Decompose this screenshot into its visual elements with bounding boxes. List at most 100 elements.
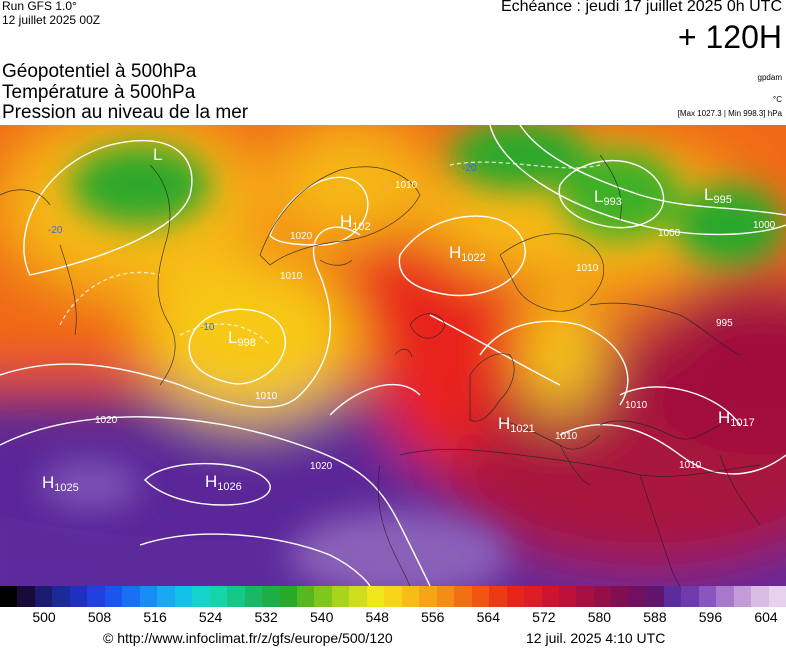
isobar-label: 995: [716, 318, 733, 329]
scale-swatch: [611, 586, 629, 607]
high-1026: H1026: [205, 472, 242, 493]
isobar-label: 1010: [625, 400, 648, 411]
high-1022: H1022: [449, 243, 486, 264]
scale-tick-label: 556: [421, 609, 445, 625]
scale-swatch: [628, 586, 647, 607]
scale-tick-label: 516: [143, 609, 167, 625]
scale-swatch: [593, 586, 612, 607]
scale-swatch: [17, 586, 35, 607]
scale-swatch: [489, 586, 507, 607]
scale-swatch: [751, 586, 769, 607]
scale-swatch: [733, 586, 752, 607]
scale-tick-label: 572: [532, 609, 556, 625]
scale-swatch: [436, 586, 455, 607]
low-north-atlantic: L: [153, 145, 163, 164]
isotherm-label: -20: [462, 163, 477, 174]
isobar-label: 1010: [280, 271, 303, 282]
scale-swatch: [681, 586, 699, 607]
scale-tick-label: 596: [698, 609, 723, 625]
scale-swatch: [122, 586, 140, 607]
scale-tick-label: 564: [476, 609, 500, 625]
scale-swatch: [524, 586, 542, 607]
scale-swatch: [244, 586, 263, 607]
isobar-label: 1020: [95, 415, 118, 426]
isobar-label: 1010: [576, 263, 599, 274]
scale-tick-label: 524: [198, 609, 223, 625]
scale-swatch: [698, 586, 717, 607]
low-995: L995: [704, 185, 732, 206]
scale-tick-label: 532: [254, 609, 278, 625]
coastlines: [0, 154, 761, 586]
isotherm-label: -10: [200, 322, 215, 333]
scale-swatch: [192, 586, 210, 607]
scale-swatch: [227, 586, 245, 607]
scale-swatch: [52, 586, 70, 607]
scale-tick-label: 604: [754, 609, 778, 625]
scale-tick-label: 588: [643, 609, 667, 625]
scale-swatch: [139, 586, 158, 607]
isotherm-label: -20: [48, 225, 63, 236]
scale-swatch: [471, 586, 490, 607]
scale-swatch: [262, 586, 280, 607]
low-993: L993: [594, 187, 622, 208]
scale-swatch: [331, 586, 350, 607]
scale-swatch: [768, 586, 786, 607]
source-credit: © http://www.infoclimat.fr/z/gfs/europe/…: [103, 630, 393, 646]
scale-swatch: [87, 586, 105, 607]
isobar-label: 1020: [310, 461, 333, 472]
scale-swatch: [279, 586, 297, 607]
scale-labels: 500 508 516 524 532 540 548 556 564 572 580 588 596 6…: [0, 609, 786, 627]
color-scale: [0, 586, 786, 607]
scale-swatch: [296, 586, 315, 607]
scale-swatch: [349, 586, 367, 607]
scale-swatch: [314, 586, 332, 607]
run-date: 12 juillet 2025 00Z: [2, 13, 101, 27]
scale-swatch: [663, 586, 682, 607]
scale-swatch: [104, 586, 123, 607]
isobar-label: 1010: [255, 391, 278, 402]
scale-tick-label: 548: [365, 609, 389, 625]
scale-swatch: [454, 586, 472, 607]
isobar-label: 1020: [290, 231, 313, 242]
isobar-label: 1010: [679, 460, 702, 471]
generation-timestamp: 12 juil. 2025 4:10 UTC: [526, 630, 666, 646]
isobar-label: 1000: [658, 228, 681, 239]
scale-swatch: [716, 586, 734, 607]
scale-swatch: [384, 586, 402, 607]
scale-tick-label: 540: [310, 609, 334, 625]
scale-tick-label: 500: [32, 609, 56, 625]
scale-swatch: [506, 586, 525, 607]
run-label: Run GFS 1.0°: [2, 0, 77, 13]
pressure-range: [Max 1027.3 | Min 998.3] hPa: [677, 109, 782, 118]
scale-swatch: [209, 586, 228, 607]
scale-swatch: [541, 586, 559, 607]
scale-swatch: [419, 586, 437, 607]
green-cores: [40, 125, 785, 586]
isobar-label: 1000: [753, 220, 776, 231]
scale-swatch: [69, 586, 88, 607]
unit-geopotential: gpdam: [757, 73, 782, 82]
scale-swatch: [646, 586, 664, 607]
scale-swatch: [401, 586, 420, 607]
variable-pressure: Pression au niveau de la mer: [2, 102, 249, 123]
scale-tick-label: 580: [587, 609, 612, 625]
high-102: H102: [340, 212, 371, 233]
scale-swatch: [559, 586, 577, 607]
unit-temperature: °C: [773, 95, 782, 104]
high-1021: H1021: [498, 414, 535, 435]
isobar-label: 1010: [395, 180, 418, 191]
forecast-hour: + 120H: [677, 19, 782, 55]
scale-swatch: [34, 586, 53, 607]
isobar-label: 1010: [555, 431, 578, 442]
variable-temperature: Température à 500hPa: [2, 82, 196, 103]
map-field: [0, 125, 786, 586]
scale-swatch: [576, 586, 594, 607]
scale-swatch: [0, 586, 18, 607]
isotherms: [59, 161, 601, 346]
variable-geopotential: Géopotentiel à 500hPa: [2, 61, 197, 82]
scale-swatch: [157, 586, 175, 607]
valid-time: Echéance : jeudi 17 juillet 2025 0h UTC: [500, 0, 782, 15]
scale-swatch: [366, 586, 385, 607]
low-998: L998: [228, 328, 256, 349]
scale-tick-label: 508: [87, 609, 112, 625]
